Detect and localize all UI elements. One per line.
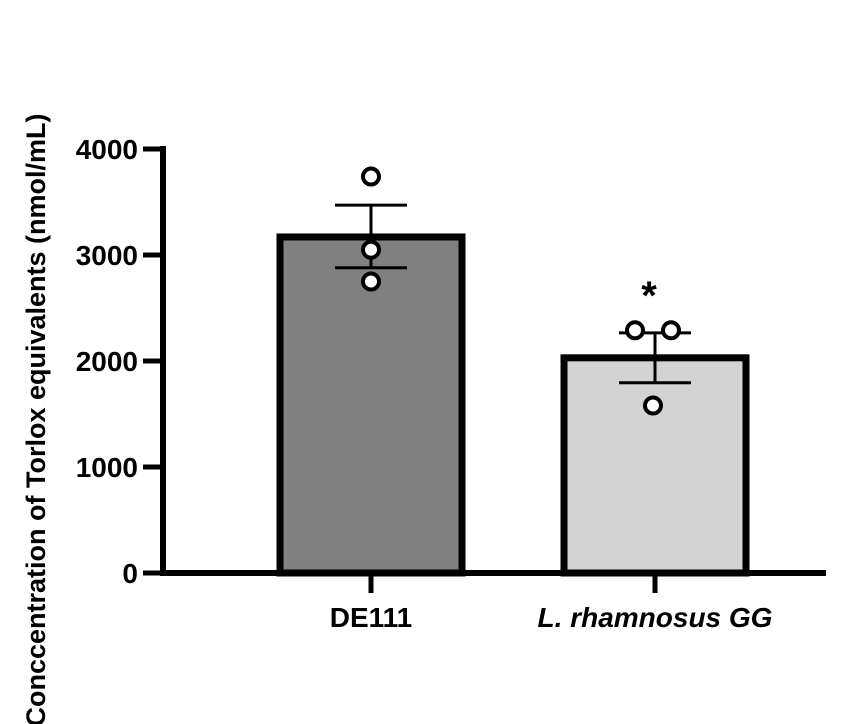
y-axis-title: Conccentration of Torlox equivalents (nm… — [21, 113, 51, 724]
data-point — [361, 271, 381, 292]
y-tick-label: 3000 — [76, 240, 138, 271]
y-tick-label: 4000 — [76, 134, 138, 165]
data-point — [625, 320, 645, 341]
data-point — [361, 239, 381, 260]
y-tick-label: 1000 — [76, 452, 138, 483]
y-tick-label: 0 — [122, 558, 138, 589]
x-category-label: L. rhamnosus GG — [538, 602, 773, 633]
bar-1 — [560, 354, 750, 577]
data-point — [643, 395, 663, 416]
bar-0 — [276, 233, 466, 577]
y-tick-label: 2000 — [76, 346, 138, 377]
x-category-label: DE111 — [330, 602, 413, 633]
data-point — [361, 166, 381, 187]
data-point — [661, 320, 681, 341]
significance-marker: * — [641, 274, 657, 318]
